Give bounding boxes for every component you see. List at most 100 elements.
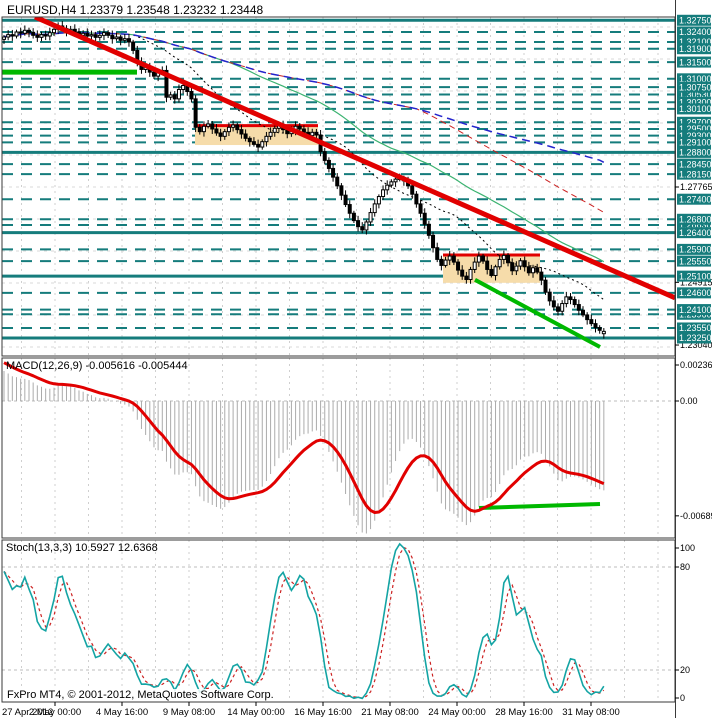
stoch-main-line[interactable]: [3, 542, 605, 700]
candle-body: [18, 31, 23, 34]
candle-body: [206, 123, 211, 127]
price-label-text: 1.23550: [679, 323, 712, 333]
red-downtrend-line[interactable]: [33, 17, 675, 301]
candle-body: [272, 127, 277, 133]
price-label-box: [677, 26, 711, 38]
price-label-box: [677, 287, 711, 299]
candle-body: [568, 296, 573, 301]
candle-body: [393, 178, 398, 183]
candle-body: [51, 28, 56, 34]
price-label-text: 1.25550: [679, 256, 712, 266]
candle-body: [418, 203, 423, 214]
green-downtrend-line[interactable]: [474, 278, 601, 349]
price-label-text: 1.31500: [679, 57, 712, 67]
candle-body: [235, 124, 240, 131]
price-level-label-1.29700: 1.29700: [677, 116, 712, 128]
candle-body: [106, 32, 111, 36]
candle-body: [89, 34, 94, 37]
candle-body: [368, 212, 373, 223]
time-label-14-May-00:00: 14 May 00:00: [227, 707, 285, 718]
price-label-text: 1.29300: [679, 131, 712, 141]
macd-green-trendline[interactable]: [478, 502, 601, 511]
price-label-box: [677, 270, 711, 282]
candle-body: [247, 137, 252, 143]
price-level-label-1.32750: 1.32750: [677, 14, 712, 26]
price-level-label-1.26400: 1.26400: [677, 227, 712, 239]
price-axis[interactable]: 1.277651.249151.230401.305301.266301.239…: [675, 14, 712, 703]
stoch-panel[interactable]: [2, 540, 675, 702]
candle-body: [522, 260, 527, 268]
candle-body: [389, 181, 394, 186]
price-level-label-1.26630: 1.26630: [677, 219, 712, 231]
main-chart-panel[interactable]: [2, 17, 675, 356]
candle-body: [489, 268, 494, 276]
price-label-text: 1.30530: [679, 90, 712, 100]
price-level-label-1.23550: 1.23550: [677, 322, 712, 334]
candle-body: [572, 299, 577, 306]
price-label-text: 1.31900: [679, 44, 712, 54]
price-label-text: 1.26800: [679, 214, 712, 224]
price-label-box: [677, 73, 711, 85]
macd-axis-label-0.00236: 0.00236: [680, 360, 712, 370]
price-label-text: 1.31000: [679, 74, 712, 84]
macd-panel[interactable]: [2, 358, 675, 538]
candle-body: [218, 132, 223, 137]
candle-body: [201, 125, 206, 133]
time-label-9-May-08:00: 9 May 08:00: [163, 707, 215, 718]
candle-body: [364, 221, 369, 231]
candle-body: [189, 91, 194, 100]
stoch-signal-line[interactable]: [3, 546, 605, 699]
price-label-text: 1.32750: [679, 15, 712, 25]
candle-body: [593, 323, 598, 329]
time-label-27-Apr-2012: 27 Apr 2012: [2, 707, 53, 718]
price-label-box: [677, 243, 711, 255]
copyright-text: FxPro MT4, © 2001-2012, MetaQuotes Softw…: [5, 689, 276, 701]
price-label-text: 1.30300: [679, 97, 712, 107]
price-level-label-1.27400: 1.27400: [677, 193, 712, 205]
price-label-text: 1.25900: [679, 245, 712, 255]
time-label-16-May-16:00: 16 May 16:00: [294, 707, 352, 718]
candle-body: [468, 268, 473, 280]
candle-body: [210, 123, 215, 130]
candle-body: [110, 34, 115, 40]
candle-body: [297, 125, 302, 130]
stoch-indicator-label: Stoch(13,3,3) 10.5927 12.6368: [6, 542, 158, 554]
price-label-box: [677, 304, 711, 316]
candle-body: [310, 131, 315, 137]
candle-body: [535, 267, 540, 273]
candle-body: [22, 29, 27, 34]
candlesticks: [2, 20, 606, 339]
price-label-box: [677, 89, 711, 101]
candle-body: [122, 38, 127, 41]
price-label-text: 1.24600: [679, 288, 712, 298]
price-label-box: [677, 43, 711, 55]
candle-body: [114, 36, 119, 40]
price-label-text: 1.30750: [679, 82, 712, 92]
moving-average-144[interactable]: [3, 31, 605, 163]
price-label-box: [677, 36, 711, 48]
candle-body: [356, 220, 361, 228]
price-label-box: [677, 81, 711, 93]
candle-body: [518, 260, 523, 267]
candle-body: [101, 32, 106, 36]
price-label-text: 1.26400: [679, 228, 712, 238]
candle-body: [268, 131, 273, 137]
candle-body: [426, 223, 431, 236]
candle-body: [576, 304, 581, 311]
time-label-24-May-00:00: 24 May 00:00: [428, 707, 486, 718]
price-label-box: [677, 219, 711, 231]
candle-body: [501, 254, 506, 260]
candle-body: [381, 189, 386, 198]
candle-body: [326, 159, 331, 169]
candle-body: [6, 34, 11, 38]
candle-body: [456, 261, 461, 271]
candle-body: [335, 176, 340, 187]
candle-body: [260, 141, 265, 148]
stoch-values: 10.5927 12.6368: [75, 542, 158, 554]
price-level-label-1.25900: 1.25900: [677, 243, 712, 255]
macd-signal-line[interactable]: [3, 361, 605, 514]
price-level-label-1.30100: 1.30100: [677, 103, 712, 115]
